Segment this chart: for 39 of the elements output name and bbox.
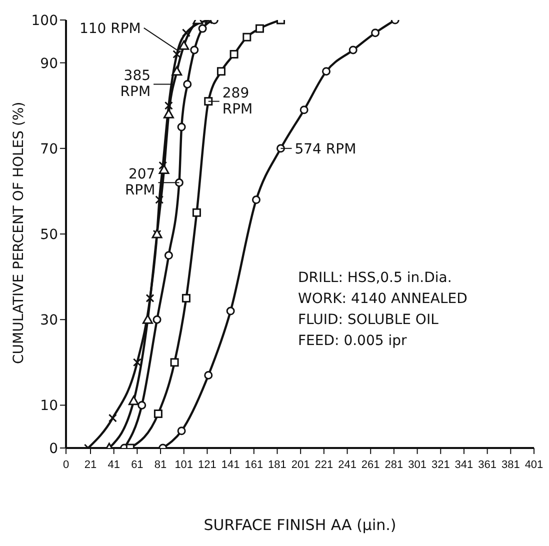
annotation: DRILL: HSS,0.5 in.Dia. [298, 269, 453, 288]
x-tick-label: 261 [361, 459, 380, 471]
y-tick-label: 10 [40, 398, 58, 414]
x-tick-label: 141 [221, 459, 240, 471]
y-tick-label: 70 [40, 141, 58, 158]
annotation: 574 RPM [294, 141, 356, 158]
annotation: 110 RPM [79, 20, 141, 37]
x-tick-label: 201 [291, 459, 310, 471]
x-tick-label: 41 [108, 459, 120, 471]
x-tick-label: 221 [314, 459, 334, 471]
x-tick-label: 361 [478, 459, 496, 471]
x-tick-label: 241 [338, 459, 356, 471]
y-tick-label: 50 [40, 226, 58, 243]
x-tick-label: 301 [408, 459, 426, 471]
x-tick-label: 121 [198, 459, 216, 471]
x-tick-label: 321 [431, 459, 450, 471]
annotation: 289 RPM [222, 85, 253, 118]
annotation: FEED: 0.005 ipr [298, 332, 408, 351]
x-tick-label: 281 [384, 459, 404, 471]
x-tick-label: 61 [131, 459, 144, 471]
x-tick-label: 341 [454, 459, 474, 471]
y-tick-label: 30 [40, 312, 58, 329]
x-tick-label: 401 [524, 459, 544, 471]
annotation: 385 RPM [120, 68, 151, 100]
x-tick-label: 101 [174, 459, 194, 471]
x-tick-label: 181 [268, 459, 286, 471]
annotation: WORK: 4140 ANNEALED [298, 290, 468, 309]
y-tick-label: 100 [31, 12, 58, 29]
y-tick-label: 0 [49, 440, 58, 457]
x-tick-label: 381 [501, 459, 520, 471]
x-axis-title: SURFACE FINISH AA (μin.) [204, 516, 396, 534]
y-tick-label: 90 [40, 56, 58, 72]
x-tick-label: 81 [154, 459, 167, 471]
annotation: FLUID: SOLUBLE OIL [298, 311, 440, 330]
x-tick-label: 0 [62, 459, 70, 471]
x-tick-label: 161 [244, 459, 264, 471]
x-tick-label: 21 [84, 459, 97, 471]
y-axis-title: CUMULATIVE PERCENT OF HOLES (%) [10, 102, 27, 364]
annotation: 207 RPM [124, 166, 156, 199]
